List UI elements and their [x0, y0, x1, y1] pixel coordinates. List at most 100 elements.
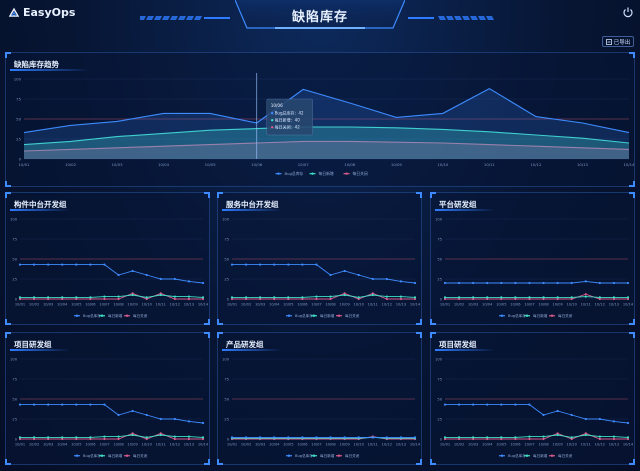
data-point[interactable] [301, 436, 304, 439]
data-point[interactable] [131, 409, 134, 413]
data-point[interactable] [32, 263, 36, 266]
data-point[interactable] [457, 437, 461, 441]
data-point[interactable] [486, 281, 489, 285]
data-point[interactable] [486, 437, 489, 441]
data-point[interactable] [500, 436, 503, 439]
data-point[interactable] [103, 297, 106, 301]
data-point[interactable] [315, 295, 318, 298]
data-point[interactable] [230, 296, 234, 299]
data-point[interactable] [612, 437, 616, 441]
data-point[interactable] [514, 281, 517, 285]
data-point[interactable] [287, 297, 290, 301]
data-point[interactable] [201, 437, 205, 441]
data-point[interactable] [47, 436, 50, 439]
legend-item[interactable]: 每日新增 [533, 313, 548, 318]
data-point[interactable] [329, 295, 332, 298]
data-point[interactable] [413, 297, 417, 301]
data-point[interactable] [486, 436, 489, 439]
data-point[interactable] [612, 296, 616, 299]
data-point[interactable] [472, 297, 475, 301]
data-point[interactable] [187, 280, 191, 283]
data-point[interactable] [542, 281, 545, 285]
data-point[interactable] [514, 403, 517, 406]
data-point[interactable] [32, 436, 36, 439]
data-point[interactable] [145, 436, 148, 439]
data-point[interactable] [89, 403, 92, 406]
data-point[interactable] [244, 263, 248, 266]
data-point[interactable] [201, 421, 205, 425]
data-point[interactable] [244, 436, 248, 439]
data-point[interactable] [61, 403, 64, 406]
data-point[interactable] [612, 420, 616, 423]
data-point[interactable] [486, 296, 489, 299]
data-point[interactable] [201, 436, 205, 439]
data-point[interactable] [301, 263, 304, 266]
data-point[interactable] [413, 296, 417, 299]
data-point[interactable] [443, 436, 447, 439]
data-point[interactable] [18, 437, 22, 441]
export-button[interactable]: 已导出 [602, 36, 634, 47]
data-point[interactable] [570, 436, 573, 439]
legend-item[interactable]: Bug总库存 [508, 313, 526, 318]
data-point[interactable] [542, 435, 545, 438]
data-point[interactable] [472, 403, 475, 406]
data-point[interactable] [18, 297, 22, 301]
legend-item[interactable]: Bug总库存 [83, 453, 101, 458]
legend-item[interactable]: 每日新增 [319, 171, 334, 176]
data-point[interactable] [542, 297, 545, 301]
data-point[interactable] [117, 295, 120, 298]
data-point[interactable] [47, 296, 50, 299]
data-point[interactable] [472, 296, 475, 299]
data-point[interactable] [273, 263, 276, 266]
data-point[interactable] [556, 433, 559, 437]
legend-item[interactable]: 每日新增 [108, 313, 123, 318]
data-point[interactable] [173, 435, 176, 438]
data-point[interactable] [443, 403, 447, 406]
data-point[interactable] [556, 432, 559, 435]
team-chart[interactable]: 100 75 50 25 0 10/01 10/02 10/03 10/04 10/05 10/06… [6, 193, 209, 324]
data-point[interactable] [528, 403, 531, 406]
data-point[interactable] [201, 281, 205, 285]
data-point[interactable] [584, 280, 587, 283]
legend-item[interactable]: 每日新增 [533, 453, 548, 458]
data-point[interactable] [75, 296, 78, 299]
data-point[interactable] [570, 437, 573, 441]
team-chart[interactable]: 100 75 50 25 0 10/01 10/02 10/03 10/04 10/05 10/06… [431, 193, 634, 324]
data-point[interactable] [145, 413, 148, 417]
data-point[interactable] [187, 435, 191, 438]
data-point[interactable] [371, 436, 374, 439]
data-point[interactable] [187, 295, 191, 298]
data-point[interactable] [329, 436, 332, 439]
data-point[interactable] [357, 436, 360, 439]
data-point[interactable] [159, 277, 162, 281]
data-point[interactable] [514, 436, 517, 439]
data-point[interactable] [32, 403, 36, 406]
data-point[interactable] [457, 297, 461, 301]
data-point[interactable] [159, 417, 162, 421]
legend-item[interactable]: 每日关闭 [345, 313, 360, 318]
data-point[interactable] [145, 273, 148, 277]
data-point[interactable] [47, 263, 50, 266]
data-point[interactable] [117, 297, 120, 301]
legend-item[interactable]: 每日关闭 [353, 171, 368, 176]
data-point[interactable] [598, 437, 601, 441]
power-icon[interactable] [622, 6, 634, 18]
data-point[interactable] [61, 436, 64, 439]
data-point[interactable] [626, 296, 630, 299]
data-point[interactable] [584, 432, 587, 435]
data-point[interactable] [89, 436, 92, 439]
legend-item[interactable]: 每日关闭 [345, 453, 360, 458]
data-point[interactable] [201, 297, 205, 301]
legend-item[interactable]: Bug总库存 [508, 453, 526, 458]
data-point[interactable] [173, 417, 176, 421]
data-point[interactable] [514, 296, 517, 299]
data-point[interactable] [472, 437, 475, 441]
data-point[interactable] [556, 409, 559, 413]
data-point[interactable] [472, 281, 475, 285]
legend-item[interactable]: 每日关闭 [133, 313, 148, 318]
data-point[interactable] [385, 297, 388, 301]
data-point[interactable] [131, 433, 134, 437]
data-point[interactable] [230, 436, 234, 439]
data-point[interactable] [103, 263, 106, 266]
legend-item[interactable]: 每日新增 [108, 453, 123, 458]
